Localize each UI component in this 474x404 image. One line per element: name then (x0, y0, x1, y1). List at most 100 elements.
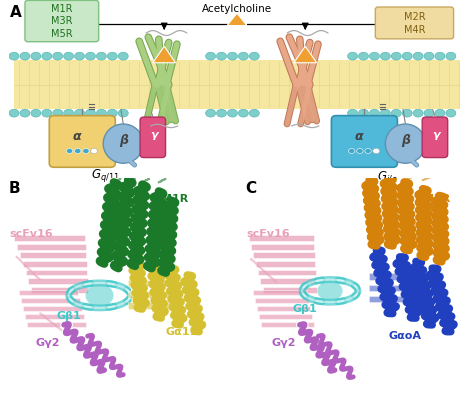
Ellipse shape (348, 149, 355, 154)
Ellipse shape (402, 52, 412, 60)
Ellipse shape (373, 148, 380, 154)
Text: $G_{q/11}$: $G_{q/11}$ (91, 167, 119, 184)
Text: B: B (8, 181, 20, 196)
Ellipse shape (413, 109, 423, 117)
Text: α: α (73, 130, 81, 143)
Ellipse shape (358, 109, 368, 117)
Ellipse shape (228, 109, 237, 117)
Ellipse shape (66, 149, 73, 154)
FancyBboxPatch shape (255, 261, 315, 267)
Ellipse shape (9, 109, 19, 117)
FancyBboxPatch shape (370, 296, 411, 302)
Polygon shape (153, 46, 175, 63)
Ellipse shape (9, 52, 19, 60)
Ellipse shape (391, 109, 401, 117)
FancyBboxPatch shape (128, 291, 175, 298)
Ellipse shape (413, 52, 423, 60)
FancyBboxPatch shape (25, 0, 99, 42)
Ellipse shape (424, 109, 434, 117)
FancyBboxPatch shape (14, 235, 85, 241)
Ellipse shape (365, 149, 371, 154)
Polygon shape (294, 46, 317, 63)
FancyBboxPatch shape (251, 244, 314, 250)
FancyBboxPatch shape (21, 298, 80, 303)
Ellipse shape (249, 109, 259, 117)
Ellipse shape (217, 52, 227, 60)
Ellipse shape (424, 52, 434, 60)
FancyBboxPatch shape (263, 287, 317, 292)
Ellipse shape (317, 281, 343, 301)
Ellipse shape (228, 52, 237, 60)
Text: scFv16: scFv16 (246, 229, 290, 239)
FancyBboxPatch shape (31, 287, 88, 292)
FancyBboxPatch shape (17, 244, 86, 250)
FancyBboxPatch shape (23, 306, 82, 311)
Ellipse shape (347, 109, 357, 117)
Ellipse shape (20, 109, 30, 117)
Text: β: β (401, 134, 410, 147)
Ellipse shape (402, 109, 412, 117)
Ellipse shape (96, 109, 106, 117)
Ellipse shape (217, 109, 227, 117)
Ellipse shape (42, 109, 52, 117)
Text: scFv16: scFv16 (9, 229, 53, 239)
FancyBboxPatch shape (255, 298, 309, 303)
Ellipse shape (435, 52, 445, 60)
FancyBboxPatch shape (27, 322, 86, 327)
Ellipse shape (107, 52, 118, 60)
Ellipse shape (206, 52, 216, 60)
FancyBboxPatch shape (253, 290, 307, 295)
FancyBboxPatch shape (375, 7, 454, 39)
Ellipse shape (53, 109, 63, 117)
Ellipse shape (369, 52, 379, 60)
FancyBboxPatch shape (49, 116, 115, 167)
FancyBboxPatch shape (25, 314, 84, 319)
Ellipse shape (118, 109, 128, 117)
FancyBboxPatch shape (140, 117, 165, 158)
FancyBboxPatch shape (260, 278, 316, 284)
Ellipse shape (446, 52, 456, 60)
Ellipse shape (42, 52, 52, 60)
Text: Gγ2: Gγ2 (272, 338, 296, 348)
Text: A: A (10, 5, 22, 20)
FancyBboxPatch shape (331, 116, 397, 167)
Ellipse shape (238, 52, 248, 60)
Ellipse shape (358, 52, 368, 60)
Ellipse shape (435, 109, 445, 117)
Text: M2R
M4R: M2R M4R (404, 12, 425, 34)
Ellipse shape (103, 124, 143, 163)
Ellipse shape (369, 109, 379, 117)
FancyBboxPatch shape (370, 284, 411, 291)
Ellipse shape (83, 149, 89, 154)
Ellipse shape (356, 149, 363, 154)
Ellipse shape (20, 52, 30, 60)
Text: Gγ2: Gγ2 (36, 338, 60, 348)
Text: γ: γ (432, 130, 440, 140)
FancyBboxPatch shape (253, 252, 315, 258)
Text: GαoA: GαoA (388, 331, 421, 341)
Ellipse shape (85, 52, 95, 60)
Ellipse shape (391, 52, 401, 60)
Bar (14, 60, 460, 109)
FancyBboxPatch shape (257, 306, 310, 311)
Ellipse shape (107, 109, 118, 117)
Ellipse shape (249, 52, 259, 60)
Ellipse shape (238, 109, 248, 117)
Text: β: β (119, 134, 128, 147)
Ellipse shape (31, 52, 41, 60)
Ellipse shape (74, 149, 81, 154)
Ellipse shape (91, 148, 98, 154)
FancyBboxPatch shape (370, 273, 411, 280)
Ellipse shape (380, 109, 391, 117)
Text: α: α (355, 130, 363, 143)
FancyBboxPatch shape (128, 302, 175, 309)
Ellipse shape (64, 52, 73, 60)
Text: Acetylcholine: Acetylcholine (202, 4, 272, 14)
FancyBboxPatch shape (28, 278, 88, 284)
FancyBboxPatch shape (259, 314, 312, 319)
Ellipse shape (53, 52, 63, 60)
Ellipse shape (380, 52, 391, 60)
Ellipse shape (74, 52, 84, 60)
FancyBboxPatch shape (422, 117, 447, 158)
Ellipse shape (446, 109, 456, 117)
